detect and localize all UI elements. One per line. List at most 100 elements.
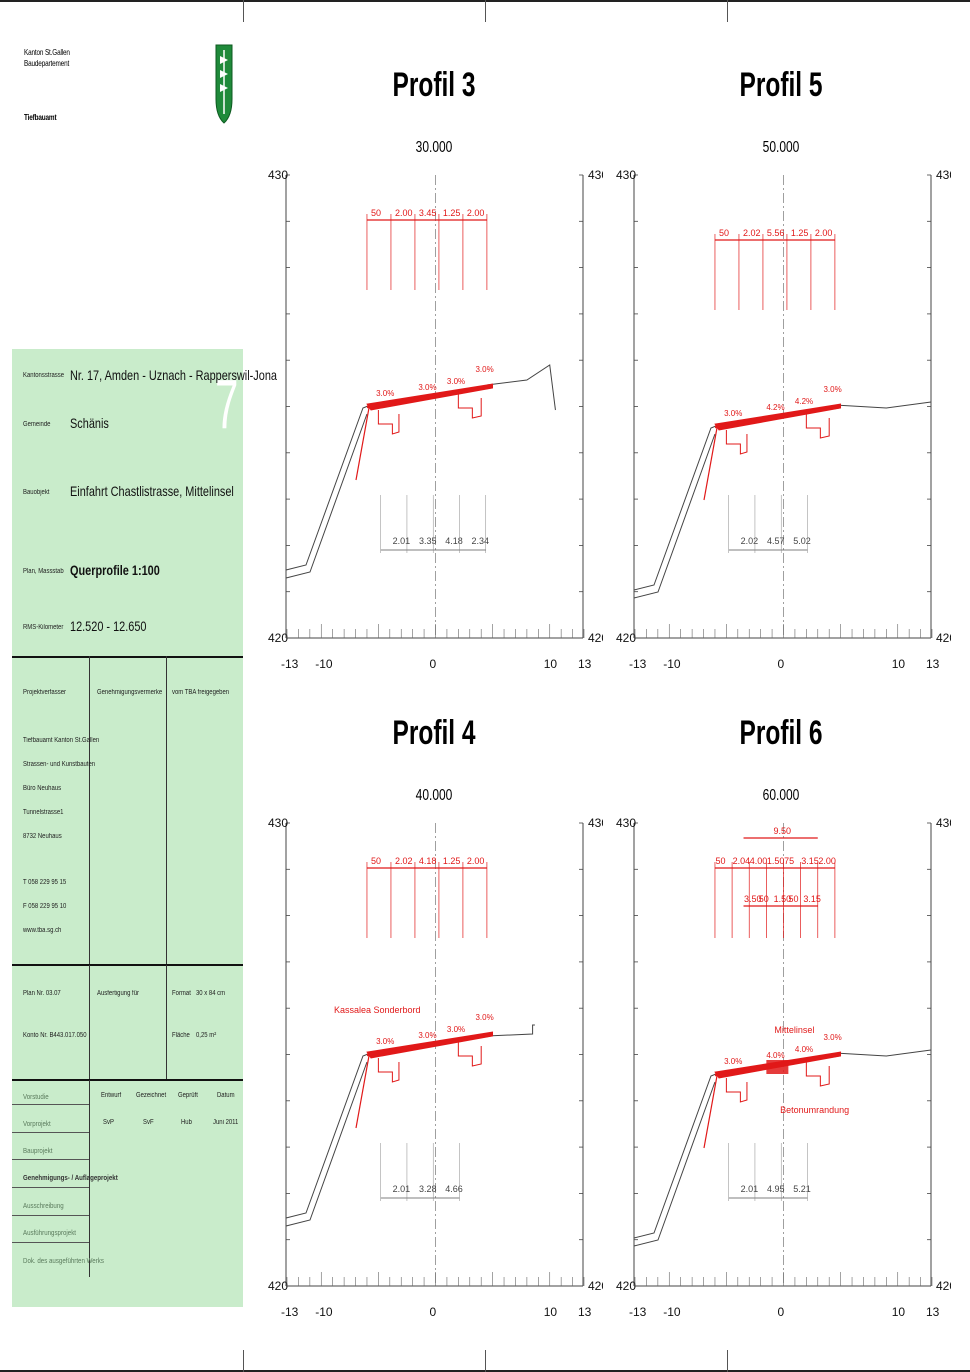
dimension-label: 50 (371, 208, 381, 218)
field-label-scale: Plan, Massstab (23, 568, 64, 575)
x-tick-label: -10 (315, 1305, 333, 1319)
profile-drawing: 430 430 420 420 -13 -10 0 10 13 50 2.02 4.18 1.25 2.0… (268, 816, 603, 1319)
stage-divider (12, 1132, 89, 1133)
terrain-line (285, 1061, 368, 1227)
foundation (377, 1058, 400, 1083)
terrain-line (486, 1024, 535, 1037)
offset-label: 2.02 (741, 536, 759, 546)
dimension-label: 50 (788, 894, 798, 904)
terrain-line (834, 1049, 932, 1057)
terrain-line (834, 401, 932, 409)
annotation-label: Betonumrandung (780, 1105, 849, 1115)
stage-divider (12, 1215, 89, 1216)
profile-drawing: 430 430 420 420 -13 -10 0 10 13 50 2.00 3.45 1.25 2.0… (268, 168, 603, 671)
konto-nr: Konto Nr. B443.017.050 (23, 1032, 87, 1039)
divider (89, 965, 90, 1080)
offset-label: 4.95 (767, 1184, 785, 1194)
slope-label: 3.0% (475, 365, 493, 374)
road-surface (366, 385, 493, 409)
format-label: Format (172, 990, 191, 997)
dimension-label: 1.50 (767, 856, 785, 866)
author-line: Tunnelstrasse1 (23, 809, 64, 816)
dimension-label: 3.15 (803, 894, 821, 904)
author-line: Tiefbauamt Kanton St.Gallen (23, 737, 100, 744)
elevation-label: 420 (268, 631, 288, 645)
field-value-object: Einfahrt Chastlistrasse, Mittelinsel (70, 483, 234, 499)
offset-label: 4.57 (767, 536, 785, 546)
divider (12, 1079, 243, 1081)
embankment-line (703, 427, 718, 501)
profile-title: Profil 4 (392, 714, 476, 752)
x-tick-label: -10 (663, 1305, 681, 1319)
road-surface (366, 1033, 493, 1057)
foundation (725, 430, 748, 455)
x-tick-label: 13 (926, 1305, 940, 1319)
area-value: 0,25 m² (196, 1032, 217, 1039)
dimension-label: 1.50 (774, 894, 792, 904)
profile-station: 30.000 (415, 139, 453, 156)
x-tick-label: -10 (663, 657, 681, 671)
profile-drawing: 430430420420-13-1001013502.044.001.50753… (616, 816, 951, 1319)
terrain-line (633, 433, 716, 599)
elevation-label: 420 (936, 631, 951, 645)
stage-item: Dok. des ausgeführten Werks (23, 1256, 104, 1265)
traffic-island (766, 1060, 789, 1074)
foundation (725, 1078, 748, 1103)
dimension-label: 2.00 (467, 208, 485, 218)
fold-mark (727, 0, 728, 22)
stage-divider (12, 1159, 89, 1160)
dimension-label: 9.50 (774, 826, 792, 836)
dimension-label: 4.00 (750, 856, 768, 866)
profile-station: 50.000 (762, 139, 800, 156)
stage-header: Geprüft (178, 1092, 198, 1099)
dimension-label: 2.02 (395, 856, 413, 866)
x-tick-label: 10 (544, 1305, 558, 1319)
release-label: vom TBA freigegeben (172, 689, 230, 696)
x-tick-label: 13 (578, 657, 592, 671)
slope-label: 3.0% (823, 385, 841, 394)
copy-for: Ausfertigung für (97, 990, 140, 997)
fold-mark (243, 1350, 244, 1372)
x-tick-label: 0 (430, 1305, 437, 1319)
stage-item-current: Genehmigungs- / Auflageprojekt (23, 1173, 118, 1182)
x-tick-label: -13 (629, 657, 647, 671)
field-label-object: Bauobjekt (23, 489, 50, 496)
stage-header: Datum (217, 1092, 235, 1099)
dimension-label: 75 (784, 856, 794, 866)
slope-label: 3.0% (475, 1013, 493, 1022)
x-tick-label: 10 (892, 1305, 906, 1319)
plan-nr: Plan Nr. 03.07 (23, 990, 61, 997)
author-line: Büro Neuhaus (23, 785, 62, 792)
x-tick-label: 0 (430, 657, 437, 671)
slope-label: 3.0% (724, 1057, 742, 1066)
profile-title: Profil 3 (392, 66, 476, 104)
profile-drawing: 430 430 420 420 -13 -10 0 10 13 50 2.02 5.56 1.25 2.0… (616, 168, 951, 671)
x-tick-label: -13 (281, 657, 299, 671)
stage-item: Ausschreibung (23, 1201, 64, 1210)
stage-item: Vorstudie (23, 1092, 49, 1101)
terrain-line (486, 364, 556, 411)
terrain-line (285, 1051, 374, 1219)
field-value-road: Nr. 17, Amden - Uznach - Rapperswil-Jona (70, 367, 277, 383)
dimension-label: 5.56 (767, 228, 785, 238)
elevation-label: 420 (936, 1279, 951, 1293)
x-tick-label: 0 (778, 1305, 785, 1319)
terrain-line (633, 423, 722, 591)
foundation (457, 1042, 482, 1067)
terrain-line (633, 1071, 722, 1239)
format-value: 30 x 84 cm (196, 990, 226, 997)
stage-header: Entwurf (101, 1092, 122, 1099)
divider (12, 964, 243, 966)
department-name: Baudepartement (24, 59, 70, 68)
slope-label: 3.0% (418, 383, 436, 392)
offset-label: 2.01 (393, 536, 411, 546)
dimension-label: 3.45 (419, 208, 437, 218)
contact-line: F 058 229 95 10 (23, 903, 67, 910)
stage-divider (12, 1187, 89, 1188)
elevation-label: 420 (616, 1279, 636, 1293)
slope-label: 3.0% (376, 1037, 394, 1046)
profile-station: 60.000 (762, 787, 800, 804)
coat-of-arms-logo (215, 44, 233, 124)
dimension-label: 50 (759, 894, 769, 904)
contact-line: T 058 229 95 15 (23, 879, 67, 886)
